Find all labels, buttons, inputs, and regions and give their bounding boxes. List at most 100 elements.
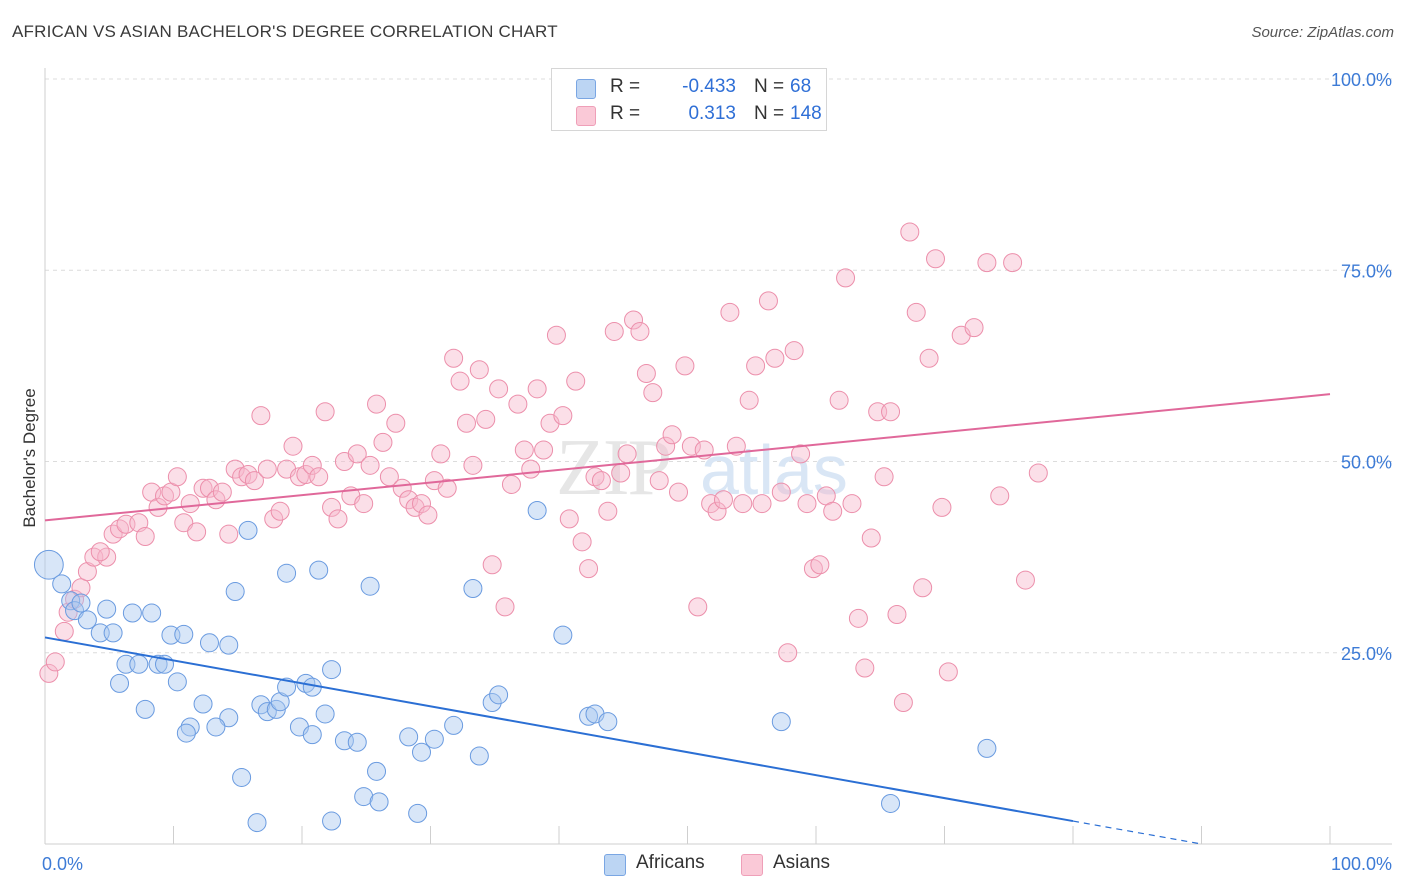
africans-point: [277, 677, 297, 697]
africans-point: [238, 520, 258, 540]
source-credit: Source: ZipAtlas.com: [1251, 24, 1394, 41]
africans-point: [771, 712, 791, 732]
asians-point: [656, 436, 676, 456]
asians-point: [713, 490, 733, 510]
africans-point: [309, 560, 329, 580]
asians-point: [373, 432, 393, 452]
asians-point: [758, 291, 778, 311]
asians-point: [187, 522, 207, 542]
asians-point: [765, 348, 785, 368]
africans-point: [232, 767, 252, 787]
asians-point: [829, 390, 849, 410]
asians-point: [482, 555, 502, 575]
asians-point: [527, 379, 547, 399]
legend-label-africans: Africans: [636, 852, 705, 873]
asians-point: [784, 341, 804, 361]
asians-point: [720, 302, 740, 322]
africans-point: [444, 715, 464, 735]
asians-point: [90, 542, 110, 562]
asians-point: [135, 526, 155, 546]
asians-point: [199, 478, 219, 498]
asians-point: [1028, 463, 1048, 483]
africans-point: [219, 708, 239, 728]
asians-point: [367, 394, 387, 414]
stats-legend: R = -0.433 N = 68 R = 0.313 N = 148: [551, 68, 827, 131]
asians-point: [431, 444, 451, 464]
asians-point: [456, 413, 476, 433]
gridlines: [45, 78, 1392, 654]
asians-point: [251, 406, 271, 426]
r-label: R =: [610, 76, 641, 97]
asians-point: [900, 222, 920, 242]
africans-point: [322, 660, 342, 680]
asians-point: [611, 463, 631, 483]
asians-point: [739, 390, 759, 410]
africans-point: [180, 717, 200, 737]
r-value: -0.433: [682, 76, 736, 97]
africans-point: [225, 582, 245, 602]
africans-point: [322, 811, 342, 831]
asians-point: [919, 348, 939, 368]
y-axis-label: Bachelor's Degree: [20, 388, 39, 527]
africans-point: [553, 625, 573, 645]
asians-point: [264, 509, 284, 529]
asians-point: [309, 467, 329, 487]
asians-point: [328, 509, 348, 529]
africans-point: [302, 725, 322, 745]
asians-point: [707, 501, 727, 521]
africans-point: [167, 672, 187, 692]
asians-point: [450, 371, 470, 391]
africans-point: [65, 601, 85, 621]
asians-point: [842, 494, 862, 514]
asians-point: [636, 364, 656, 384]
asians-point: [810, 555, 830, 575]
asians-point: [848, 608, 868, 628]
asians-point: [617, 444, 637, 464]
asians-point: [752, 494, 772, 514]
africans-point: [270, 692, 290, 712]
asians-point: [322, 497, 342, 517]
asians-point: [354, 494, 374, 514]
africans-point: [881, 793, 901, 813]
asians-point: [681, 436, 701, 456]
africans-point: [598, 712, 618, 732]
asians-point: [938, 662, 958, 682]
africans-point: [489, 685, 509, 705]
asians-point: [360, 455, 380, 475]
tick-labels: 25.0% 50.0% 75.0% 100.0% 0.0% 100.0%: [42, 70, 1392, 874]
asians-point: [283, 436, 303, 456]
asians-point: [932, 497, 952, 517]
asians-point: [861, 528, 881, 548]
asians-point: [469, 360, 489, 380]
r-value: 0.313: [688, 103, 736, 124]
asians-point: [212, 482, 232, 502]
africans-point: [367, 761, 387, 781]
africans-point: [469, 746, 489, 766]
asians-point: [559, 509, 579, 529]
africans-point: [412, 742, 432, 762]
axes: [44, 68, 1392, 845]
trendlines: [44, 393, 1331, 845]
africans-point: [142, 603, 162, 623]
asians-point: [662, 425, 682, 445]
asians-point: [604, 321, 624, 341]
asians-point: [392, 478, 412, 498]
x-tick-label: 0.0%: [42, 854, 83, 874]
africans-point: [354, 787, 374, 807]
asians-point: [649, 471, 669, 491]
n-value: 148: [790, 103, 822, 124]
asians-point: [990, 486, 1010, 506]
asians-point: [1015, 570, 1035, 590]
africans-point: [977, 738, 997, 758]
africans-swatch: [604, 854, 626, 876]
asians-points: [39, 222, 1048, 712]
y-tick-label: 75.0%: [1341, 261, 1392, 281]
africans-point: [399, 727, 419, 747]
asians-point: [534, 440, 554, 460]
asians-point: [906, 302, 926, 322]
n-label: N =: [754, 76, 785, 97]
asians-point: [733, 494, 753, 514]
asians-swatch: [741, 854, 763, 876]
asians-point: [501, 474, 521, 494]
